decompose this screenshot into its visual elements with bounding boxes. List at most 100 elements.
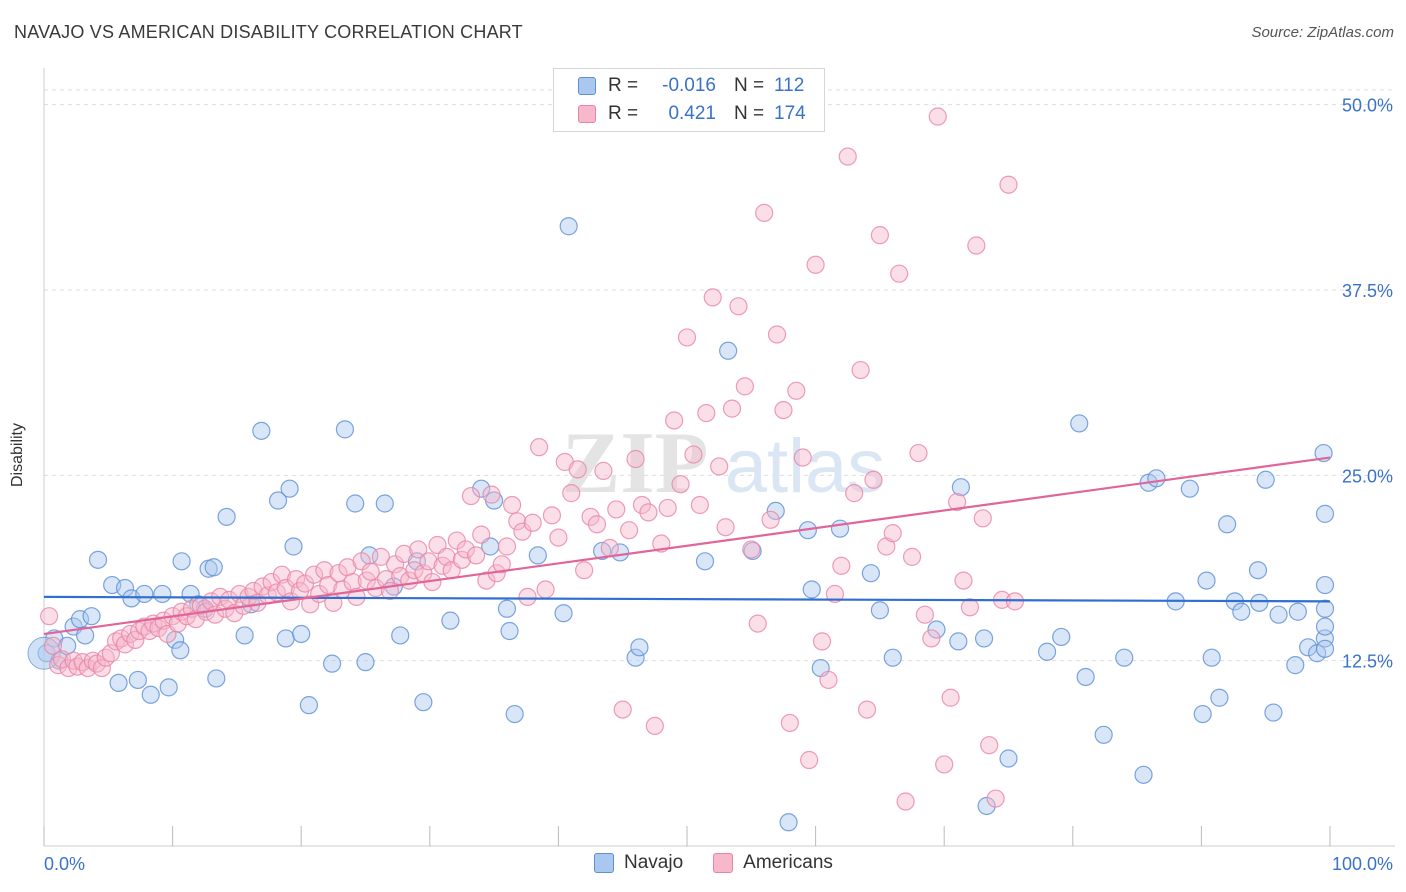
americans-point — [92, 658, 111, 678]
americans-point — [890, 264, 909, 283]
navajo-point — [414, 693, 433, 712]
americans-point — [851, 360, 870, 380]
navajo-point — [268, 491, 288, 510]
americans-point — [477, 571, 496, 590]
americans-point — [947, 492, 967, 512]
navajo-point — [974, 629, 994, 648]
americans-point — [492, 555, 511, 574]
navajo-point — [217, 507, 236, 526]
americans-point — [352, 552, 371, 571]
americans-point — [806, 255, 825, 274]
americans-point — [508, 512, 527, 531]
americans-point — [677, 328, 697, 347]
chart-title: NAVAJO VS AMERICAN DISABILITY CORRELATIO… — [14, 22, 523, 42]
americans-point — [409, 540, 428, 559]
navajo-point — [235, 626, 254, 645]
americans-point — [371, 547, 391, 566]
americans-point — [793, 448, 812, 467]
y-tick-label: 12.5% — [1342, 652, 1393, 672]
navajo-point — [1180, 479, 1199, 498]
americans-point — [568, 460, 587, 479]
americans-point — [825, 584, 844, 604]
navajo-point — [109, 673, 128, 693]
navajo-point — [346, 494, 365, 513]
x-tick-label: 0.0% — [44, 854, 85, 874]
navajo-point — [1076, 667, 1095, 687]
r-label: R = — [608, 75, 639, 96]
americans-point — [419, 552, 438, 571]
americans-point — [774, 400, 793, 420]
americans-point — [645, 716, 664, 736]
watermark-atlas: atlas — [725, 424, 886, 509]
americans-point — [43, 636, 63, 655]
americans-point — [883, 524, 902, 543]
americans-point — [896, 792, 915, 811]
americans-point — [361, 562, 380, 581]
americans-point — [600, 538, 619, 558]
navajo-point — [1193, 704, 1212, 724]
navajo-point — [1288, 602, 1307, 621]
americans-point — [126, 630, 145, 650]
navajo-points — [27, 217, 1335, 832]
americans-point — [780, 713, 799, 733]
americans-point — [819, 670, 838, 690]
r-value: 0.421 — [668, 103, 716, 124]
americans-point — [304, 565, 324, 584]
r-value: -0.016 — [662, 75, 716, 96]
x-tick-label: 100.0% — [1332, 854, 1393, 874]
americans-point — [684, 445, 703, 464]
navajo-point — [870, 601, 890, 620]
americans-point — [864, 470, 883, 489]
americans-point — [523, 513, 542, 532]
americans-point — [472, 525, 491, 544]
navajo-point — [76, 626, 95, 645]
americans-point — [272, 565, 292, 584]
americans-point — [101, 644, 120, 663]
n-label: N = — [734, 103, 765, 124]
americans-point — [626, 449, 645, 469]
navajo-point — [280, 479, 299, 498]
navajo-point — [391, 626, 410, 645]
americans-point — [581, 507, 600, 526]
americans-point — [954, 571, 973, 590]
americans-point — [928, 107, 947, 126]
navajo-point — [1250, 593, 1269, 612]
americans-point — [452, 550, 472, 569]
navajo-point — [1248, 561, 1268, 580]
n-label: N = — [734, 75, 765, 96]
navajo-point — [88, 550, 108, 569]
navajo-point — [322, 654, 342, 673]
navajo-point — [559, 217, 578, 236]
navajo-point — [335, 420, 355, 439]
americans-point — [530, 438, 549, 457]
americans-point — [639, 503, 658, 522]
navajo-point — [153, 584, 172, 604]
y-tick-label: 50.0% — [1342, 96, 1393, 116]
navajo-point — [1269, 605, 1288, 624]
navajo-point — [299, 696, 319, 715]
americans-point — [632, 495, 652, 515]
americans-point — [935, 755, 954, 774]
americans-point — [767, 325, 787, 344]
trend-lines — [43, 456, 1331, 636]
americans-point — [748, 614, 767, 633]
navajo-point — [695, 552, 715, 571]
navajo-point — [252, 421, 271, 440]
navajo-point — [611, 543, 630, 562]
navajo-point — [949, 632, 968, 651]
americans-point — [722, 399, 742, 418]
americans-point — [967, 236, 986, 255]
americans-point — [870, 226, 890, 245]
navajo-point — [284, 537, 303, 556]
navajo-point — [951, 478, 971, 497]
navajo-point — [1218, 515, 1237, 534]
americans-point — [755, 203, 774, 222]
navajo-point — [135, 584, 154, 604]
navajo-point — [802, 580, 821, 599]
americans-point — [575, 561, 594, 580]
americans-point — [497, 537, 517, 556]
source-label: Source: ZipAtlas.com — [1251, 24, 1394, 41]
americans-point — [456, 540, 475, 559]
americans-point — [658, 498, 677, 518]
navajo-point — [141, 685, 160, 704]
